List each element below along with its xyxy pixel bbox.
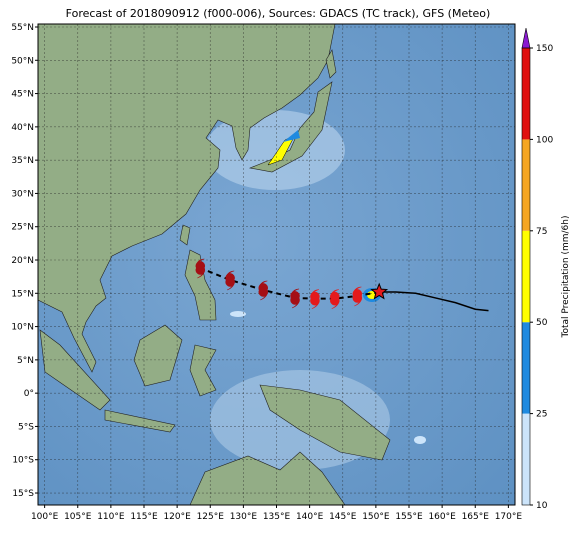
- axis-labels: 100°E 105°E 110°E 115°E 120°E 125°E 130°E 135°E…: [11, 23, 522, 522]
- cyclone-symbol: [258, 280, 268, 301]
- y-tick-label: 30°N: [11, 189, 34, 199]
- y-tick-label: 10°S: [12, 456, 34, 466]
- x-tick-label: 155°E: [395, 512, 423, 522]
- x-tick-label: 170°E: [495, 512, 523, 522]
- colorbar-tick-label: 150: [536, 44, 553, 54]
- map-title: Forecast of 2018090912 (f000-006), Sourc…: [66, 7, 491, 20]
- colorbar-bin: [522, 230, 530, 323]
- colorbar-tick-label: 10: [536, 501, 548, 511]
- colorbar-extend: [521, 27, 531, 49]
- sulawesi: [189, 344, 217, 397]
- cyclone-symbol: [290, 288, 300, 309]
- asia: [38, 24, 336, 373]
- precip-patch: [414, 436, 426, 444]
- colorbar-bin: [522, 322, 530, 414]
- current-position: [370, 282, 389, 300]
- colorbar-tick-label: 25: [536, 410, 547, 420]
- cyclone-symbol: [225, 270, 235, 291]
- precip-patch: [230, 311, 246, 317]
- australia: [189, 451, 346, 505]
- x-tick-label: 105°E: [64, 512, 92, 522]
- y-tick-label: 5°N: [17, 356, 34, 366]
- cyclone-symbol: [330, 289, 340, 309]
- x-tick-label: 165°E: [462, 512, 490, 522]
- x-tick-label: 130°E: [230, 512, 258, 522]
- colorbar-bin: [522, 48, 530, 140]
- precip-patch: [283, 130, 300, 142]
- y-tick-label: 45°N: [11, 90, 34, 100]
- y-tick-label: 55°N: [11, 23, 34, 33]
- y-tick-label: 50°N: [11, 56, 34, 66]
- x-tick-label: 145°E: [329, 512, 357, 522]
- x-tick-label: 135°E: [263, 512, 291, 522]
- colorbar-tick-label: 100: [536, 135, 553, 145]
- graticule: [38, 24, 515, 505]
- x-tick-label: 100°E: [31, 512, 59, 522]
- colorbar: 10 25 50 75 100 150 Total Precipitation (mm/6h…: [521, 27, 571, 511]
- cyclone-symbol: [195, 258, 206, 279]
- cyclone-symbol: [352, 286, 363, 307]
- y-tick-label: 40°N: [11, 123, 34, 133]
- x-tick-label: 150°E: [362, 512, 390, 522]
- x-tick-label: 110°E: [97, 512, 125, 522]
- forecast-track: [199, 267, 380, 300]
- x-tick-label: 120°E: [163, 512, 191, 522]
- y-tick-label: 20°N: [11, 256, 34, 266]
- colorbar-bin: [522, 139, 530, 231]
- colorbar-bin: [522, 413, 530, 505]
- y-tick-label: 15°N: [11, 289, 34, 299]
- y-tick-label: 35°N: [11, 156, 34, 166]
- y-tick-label: 0°: [24, 389, 34, 399]
- map-area: [38, 24, 515, 505]
- sumatra: [39, 329, 111, 411]
- y-tick-label: 5°S: [18, 422, 34, 432]
- x-tick-label: 125°E: [197, 512, 225, 522]
- y-tick-label: 25°N: [11, 223, 34, 233]
- cyclone-symbol: [310, 289, 320, 309]
- x-tick-label: 160°E: [428, 512, 456, 522]
- y-tick-label: 15°S: [12, 489, 34, 499]
- java: [104, 409, 176, 433]
- track: [195, 258, 489, 312]
- x-tick-label: 140°E: [296, 512, 324, 522]
- sakhalin: [325, 49, 337, 79]
- colorbar-tick-label: 75: [536, 227, 547, 237]
- colorbar-frame: [521, 47, 531, 506]
- colorbar-label: Total Precipitation (mm/6h): [561, 215, 571, 338]
- colorbar-tick-label: 50: [536, 318, 548, 328]
- x-tick-label: 115°E: [130, 512, 158, 522]
- y-tick-label: 10°N: [11, 323, 34, 333]
- past-track: [379, 291, 489, 312]
